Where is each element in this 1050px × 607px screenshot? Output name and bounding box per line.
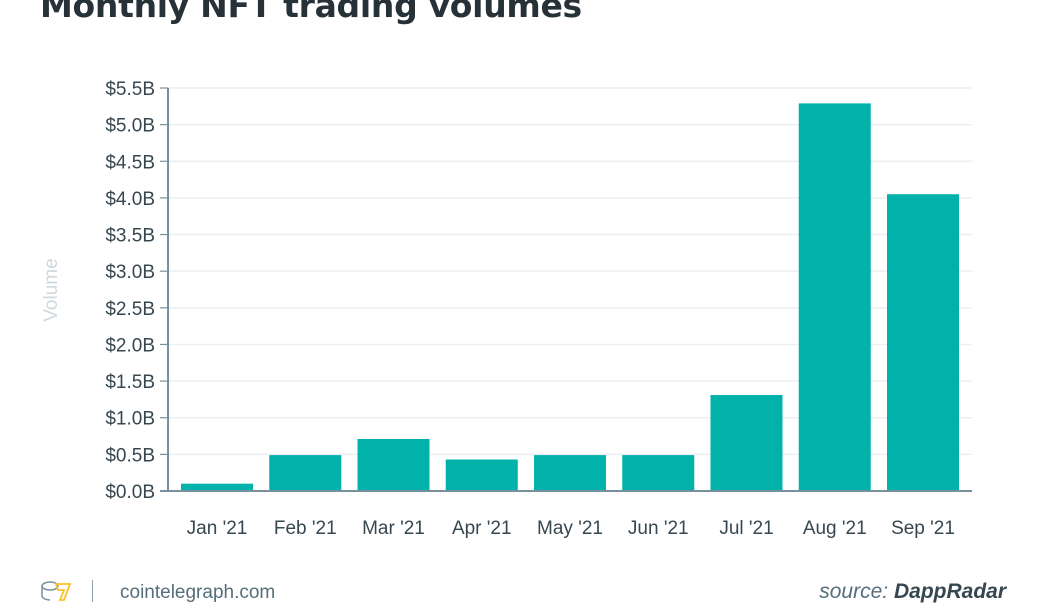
bar [887,194,959,491]
bar [798,103,871,492]
x-tick-label: Aug '21 [803,518,867,539]
y-tick-label: $2.5B [105,299,155,320]
y-tick-label: $0.5B [105,445,155,466]
y-tick-label: $5.0B [105,116,155,137]
bar [269,455,342,491]
y-tick-label: $3.0B [105,262,155,283]
bar [622,455,695,491]
bar [357,438,430,491]
x-tick-label: Apr '21 [452,518,512,539]
y-tick-label: $4.5B [105,152,155,173]
source-prefix: source: [819,580,889,603]
x-tick-label: Mar '21 [362,518,425,539]
y-tick-label: $5.5B [105,79,155,100]
y-tick-label: $2.0B [105,335,155,356]
bar [534,455,606,491]
bar [445,459,518,491]
y-tick-label: $3.5B [105,226,155,247]
x-tick-label: Feb '21 [274,518,337,539]
y-axis-label: Volume [41,258,62,321]
y-tick-label: $0.0B [105,482,155,503]
footer-divider [92,580,93,602]
x-tick-label: Jan '21 [187,518,248,539]
source-name: DappRadar [893,580,1006,603]
y-tick-label: $4.0B [105,189,155,210]
cointelegraph-logo-icon [40,580,76,607]
y-tick-label: $1.5B [105,372,155,393]
y-tick-label: $1.0B [105,409,155,430]
x-tick-label: Jul '21 [719,518,773,539]
bar [181,483,253,491]
footer-site-link[interactable]: cointelegraph.com [120,582,276,603]
bar [710,395,783,491]
x-tick-label: Sep '21 [891,518,955,539]
x-tick-label: May '21 [537,518,603,539]
source-credit: source: DappRadar [819,580,1006,604]
x-tick-label: Jun '21 [628,518,689,539]
bar-chart: $0.0B $0.5B $1.0B $1.5B $2.0B $2.5B $3.0B $3.5B… [41,79,972,539]
chart-title: Monthly NFT trading volumes [40,0,582,25]
